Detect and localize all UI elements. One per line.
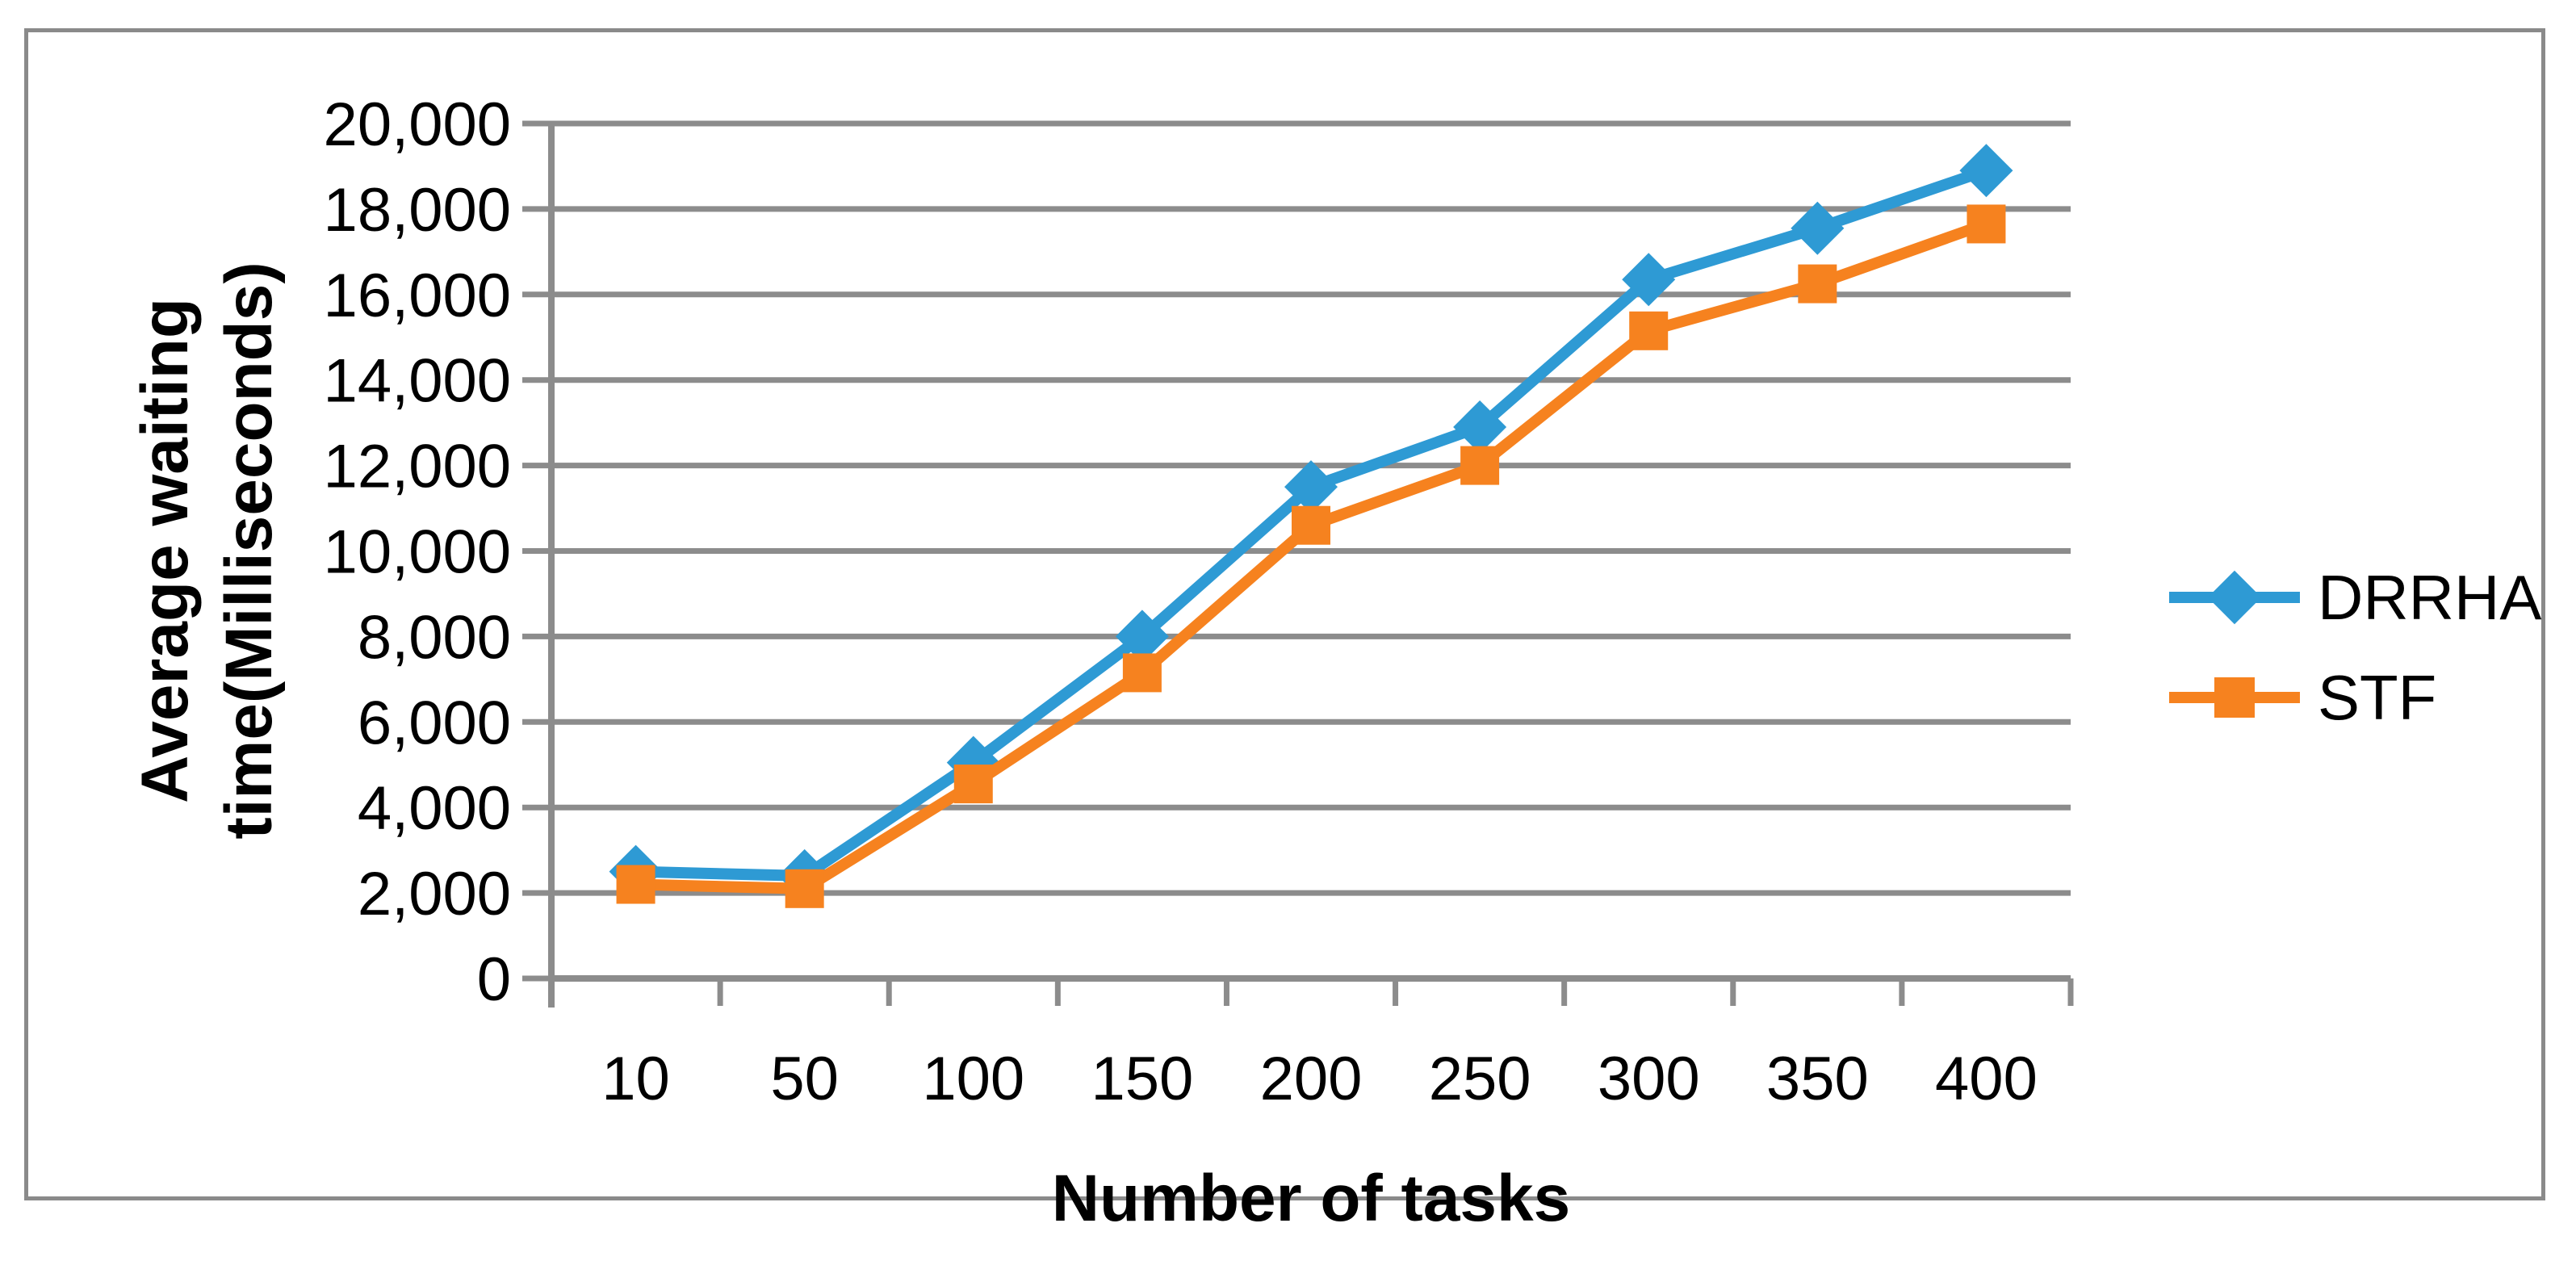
y-tick-label: 2,000: [358, 860, 511, 928]
diamond-marker-icon: [2207, 570, 2262, 625]
legend-item-stf: STF: [2169, 659, 2541, 736]
data-point-stf: [1122, 653, 1162, 693]
data-point-stf: [1629, 311, 1669, 350]
x-tick-label: 200: [1260, 1045, 1363, 1113]
series-line-stf: [635, 218, 1988, 894]
data-point-drrha: [1453, 400, 1507, 454]
data-point-drrha: [1115, 610, 1169, 664]
x-tick-label: 50: [770, 1045, 839, 1113]
x-tick-label: 10: [601, 1045, 670, 1113]
data-point-stf: [1967, 204, 2006, 244]
y-tick-label: 10,000: [324, 518, 511, 587]
x-tick-label: 400: [1935, 1045, 2038, 1113]
legend-line-swatch: [2169, 677, 2300, 718]
x-tick-label: 150: [1091, 1045, 1193, 1113]
legend-label: DRRHA: [2318, 562, 2542, 633]
data-point-stf: [1292, 505, 1330, 545]
y-tick-label: 18,000: [324, 176, 511, 245]
legend-item-drrha: DRRHA: [2169, 559, 2541, 636]
x-axis-title: Number of tasks: [1051, 1162, 1571, 1235]
x-tick-label: 300: [1598, 1045, 1700, 1113]
data-point-drrha: [1959, 144, 2013, 198]
legend: DRRHA STF: [2169, 559, 2541, 736]
y-tick-label: 12,000: [324, 433, 511, 501]
y-tick-label: 20,000: [324, 90, 511, 159]
x-tick-label: 350: [1766, 1045, 1869, 1113]
legend-label: STF: [2318, 662, 2437, 733]
y-tick-label: 14,000: [324, 347, 511, 416]
x-tick-label: 100: [922, 1045, 1024, 1113]
y-axis-title: Average waiting time(Milliseconds): [124, 262, 291, 839]
data-point-stf: [1798, 264, 1837, 304]
figure-frame: 0 2,000 4,000 6,000 8,000 10,000 12,000 14,000 1…: [24, 28, 2545, 1235]
y-tick-label: 0: [477, 945, 511, 1014]
data-point-drrha: [1622, 253, 1676, 307]
x-tick-label: 250: [1429, 1045, 1531, 1113]
legend-line-swatch: [2169, 570, 2300, 625]
y-axis-title-line1: Average waiting: [128, 298, 202, 803]
y-tick-label: 16,000: [324, 262, 511, 330]
y-axis-title-line2: time(Milliseconds): [212, 262, 286, 840]
data-point-drrha: [1284, 460, 1338, 514]
square-marker-icon: [2214, 677, 2255, 718]
chart-canvas: 0 2,000 4,000 6,000 8,000 10,000 12,000 14,000 1…: [324, 90, 2074, 1113]
data-point-stf: [785, 869, 824, 908]
y-tick-label: 6,000: [358, 689, 511, 757]
data-point-stf: [616, 865, 656, 904]
data-point-drrha: [1791, 201, 1845, 255]
data-point-stf: [1460, 446, 1500, 485]
y-tick-label: 4,000: [358, 774, 511, 843]
y-tick-label: 8,000: [358, 603, 511, 672]
data-point-stf: [953, 765, 993, 804]
